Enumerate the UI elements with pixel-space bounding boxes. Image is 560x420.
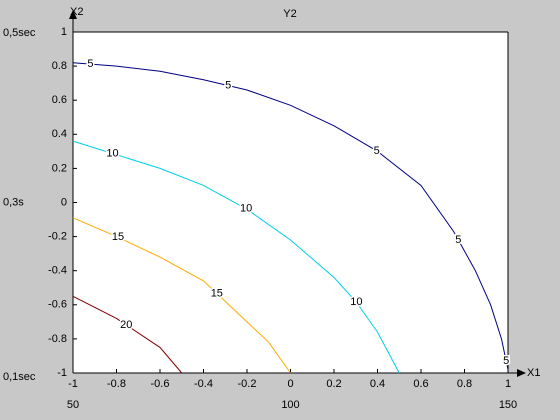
x-axis-label: X1 xyxy=(527,367,540,379)
y-tick-label: -0.6 xyxy=(48,299,67,311)
contour-label: 5 xyxy=(225,79,231,91)
contour-label: 5 xyxy=(503,355,509,367)
contour-label: 10 xyxy=(106,147,118,159)
y-tick-label: 0.8 xyxy=(52,60,67,72)
y-tick-label: -0.2 xyxy=(48,231,67,243)
y-tick-label: 0 xyxy=(61,196,67,208)
contour-label: 5 xyxy=(455,234,461,246)
contour-label: 10 xyxy=(350,296,362,308)
y-tick-label: -0.4 xyxy=(48,265,67,277)
y-tick-label: 0.4 xyxy=(52,128,67,140)
x-tick-label: -0.8 xyxy=(107,378,126,390)
x-tick-label: 1 xyxy=(505,378,511,390)
y-tick-label: -1 xyxy=(57,367,67,379)
y-tick-label: 0.6 xyxy=(52,94,67,106)
x-tick-label: -0.2 xyxy=(238,378,257,390)
contour-line xyxy=(72,217,291,374)
y-tick-label: 1 xyxy=(61,26,67,38)
x-tick-label: -1 xyxy=(68,378,78,390)
contour-line xyxy=(72,295,183,374)
y2-tick-label: 0,3s xyxy=(3,196,24,208)
contour-label: 5 xyxy=(374,145,380,157)
contour-label: 10 xyxy=(240,203,252,215)
contour-line xyxy=(72,140,400,374)
chart-title: Y2 xyxy=(283,8,296,20)
x2-tick-label: 50 xyxy=(67,399,79,411)
x-tick-label: -0.4 xyxy=(194,378,213,390)
y-tick-label: 0.2 xyxy=(52,162,67,174)
x2-tick-label: 100 xyxy=(281,399,299,411)
contour-label: 20 xyxy=(120,319,132,331)
contour-label: 15 xyxy=(211,287,223,299)
y2-tick-label: 0,1sec xyxy=(3,371,36,383)
x-tick-label: 0.6 xyxy=(413,378,428,390)
contour-label: 15 xyxy=(112,231,124,243)
x-arrow xyxy=(517,369,526,377)
x-tick-label: 0.8 xyxy=(457,378,472,390)
y2-tick-label: 0,5sec xyxy=(3,27,36,39)
x-tick-label: 0.4 xyxy=(370,378,385,390)
contour-line xyxy=(72,62,509,370)
contour-label: 5 xyxy=(87,58,93,70)
plot-area xyxy=(73,32,508,373)
x-tick-label: 0.2 xyxy=(326,378,341,390)
y-tick-label: -0.8 xyxy=(48,333,67,345)
x2-tick-label: 150 xyxy=(499,399,517,411)
x-tick-label: -0.6 xyxy=(151,378,170,390)
y-arrow xyxy=(69,10,77,19)
x-tick-label: 0 xyxy=(287,378,293,390)
